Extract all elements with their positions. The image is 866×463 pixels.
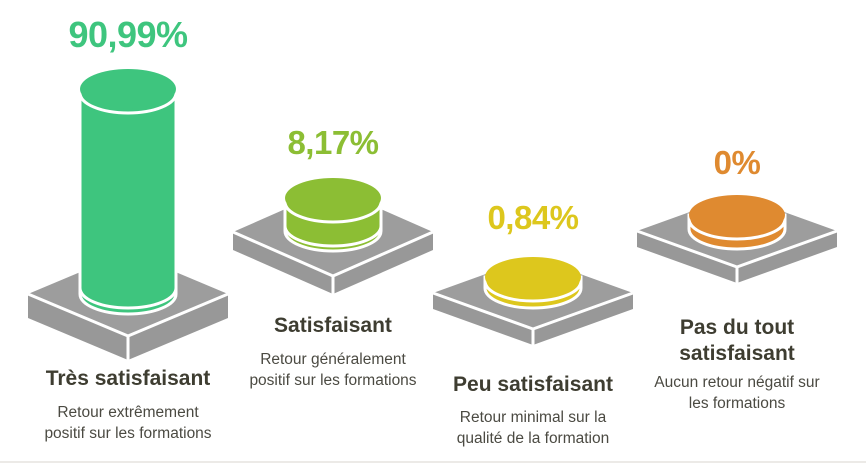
category-description-satisfaisant: Retour généralement positif sur les form…	[249, 351, 417, 389]
category-title-satisfaisant: Satisfaisant	[274, 314, 392, 337]
cylinder-3d-graphic-tres-satisfaisant	[27, 69, 229, 360]
cylinder-3d-graphic-pas-du-tout-satisfaisant	[636, 195, 838, 283]
value-label-peu-satisfaisant: 0,84%	[487, 199, 579, 236]
cylinder	[283, 178, 383, 253]
category-title-pas-du-tout-satisfaisant: Pas du tout satisfaisant	[679, 316, 795, 365]
category-description-peu-satisfaisant: Retour minimal sur la qualité de la form…	[456, 409, 610, 447]
category-title-tres-satisfaisant: Très satisfaisant	[45, 367, 211, 390]
value-label-pas-du-tout-satisfaisant: 0%	[713, 144, 761, 181]
cylinder-3d-graphic-peu-satisfaisant	[432, 257, 634, 345]
category-title-peu-satisfaisant: Peu satisfaisant	[453, 373, 613, 396]
value-label-tres-satisfaisant: 90,99%	[68, 14, 188, 55]
category-description-pas-du-tout-satisfaisant: Aucun retour négatif sur les formations	[654, 374, 820, 412]
value-label-satisfaisant: 8,17%	[287, 124, 379, 161]
cylinder	[687, 195, 787, 251]
category-description-tres-satisfaisant: Retour extrêmement positif sur les forma…	[44, 404, 212, 442]
cylinder	[483, 257, 583, 310]
cylinder	[78, 69, 178, 316]
cylinder-3d-graphic-satisfaisant	[232, 178, 434, 294]
